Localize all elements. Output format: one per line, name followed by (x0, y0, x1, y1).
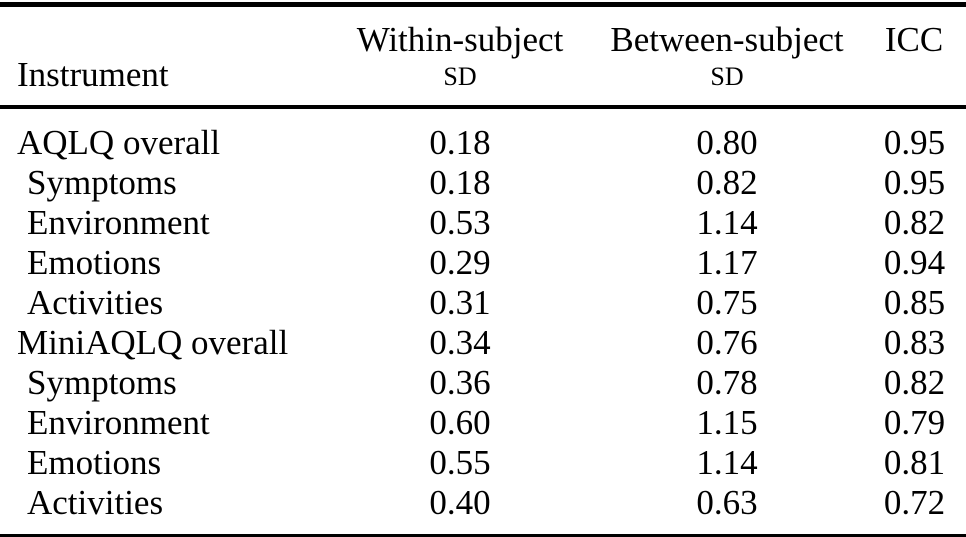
instrument-cell: Activities (27, 483, 164, 522)
table-row: AQLQ overall 0.18 0.80 0.95 (0, 107, 966, 163)
table-row: Environment 0.53 1.14 0.82 (0, 203, 966, 243)
between-sd-cell: 1.15 (696, 403, 758, 442)
between-sd-cell: 1.14 (696, 203, 758, 242)
between-sd-cell: 1.14 (696, 443, 758, 482)
icc-cell: 0.82 (883, 363, 946, 402)
table-row: Activities 0.40 0.63 0.72 (0, 483, 966, 536)
within-sd-cell: 0.29 (429, 243, 491, 282)
icc-cell: 0.85 (883, 283, 946, 322)
header-icc-label: ICC (884, 20, 944, 59)
instrument-cell: Symptoms (27, 363, 177, 402)
table-row: Activities 0.31 0.75 0.85 (0, 283, 966, 323)
between-sd-cell: 0.78 (696, 363, 758, 402)
between-sd-cell: 0.80 (696, 123, 758, 162)
icc-cell: 0.79 (883, 403, 946, 442)
icc-cell: 0.94 (883, 243, 946, 282)
table-row: Symptoms 0.18 0.82 0.95 (0, 163, 966, 203)
icc-cell: 0.83 (883, 323, 946, 362)
within-sd-cell: 0.40 (429, 483, 491, 522)
between-sd-cell: 1.17 (696, 243, 758, 282)
between-sd-cell: 0.63 (696, 483, 758, 522)
table-row: Emotions 0.29 1.17 0.94 (0, 243, 966, 283)
instrument-cell: AQLQ overall (17, 123, 221, 162)
table-body: AQLQ overall 0.18 0.80 0.95 Symptoms 0.1… (0, 107, 966, 536)
within-sd-cell: 0.53 (429, 203, 491, 242)
header-within-subject-sd-sub: SD (443, 62, 477, 91)
within-sd-cell: 0.55 (429, 443, 491, 482)
icc-cell: 0.95 (883, 163, 946, 202)
within-sd-cell: 0.34 (429, 323, 491, 362)
table-row: MiniAQLQ overall 0.34 0.76 0.83 (0, 323, 966, 363)
icc-cell: 0.95 (883, 123, 946, 162)
table-header: Instrument Within-subject SD Between-sub… (0, 5, 966, 108)
icc-cell: 0.82 (883, 203, 946, 242)
header-row: Instrument Within-subject SD Between-sub… (0, 5, 966, 108)
header-icc: ICC (874, 5, 966, 108)
instrument-cell: MiniAQLQ overall (17, 323, 289, 362)
within-sd-cell: 0.36 (429, 363, 491, 402)
instrument-cell: Emotions (27, 243, 162, 282)
between-sd-cell: 0.76 (696, 323, 758, 362)
header-instrument-label: Instrument (17, 55, 169, 94)
within-sd-cell: 0.60 (429, 403, 491, 442)
within-sd-cell: 0.18 (429, 163, 491, 202)
instrument-cell: Emotions (27, 443, 162, 482)
instrument-cell: Activities (27, 283, 164, 322)
table-row: Environment 0.60 1.15 0.79 (0, 403, 966, 443)
instrument-cell: Environment (27, 203, 210, 242)
between-sd-cell: 0.82 (696, 163, 758, 202)
within-sd-cell: 0.18 (429, 123, 491, 162)
icc-cell: 0.81 (883, 443, 946, 482)
header-between-subject-sd-sub: SD (710, 62, 744, 91)
between-sd-cell: 0.75 (696, 283, 758, 322)
table-row: Emotions 0.55 1.14 0.81 (0, 443, 966, 483)
header-instrument: Instrument (0, 5, 340, 108)
header-between-subject-sd: Between-subject SD (580, 5, 874, 108)
within-sd-cell: 0.31 (429, 283, 491, 322)
instrument-cell: Environment (27, 403, 210, 442)
header-within-subject-sd: Within-subject SD (340, 5, 580, 108)
instrument-cell: Symptoms (27, 163, 177, 202)
table-row: Symptoms 0.36 0.78 0.82 (0, 363, 966, 403)
header-between-subject-label: Between-subject (610, 20, 844, 59)
header-within-subject-label: Within-subject (356, 20, 564, 59)
icc-cell: 0.72 (883, 483, 946, 522)
